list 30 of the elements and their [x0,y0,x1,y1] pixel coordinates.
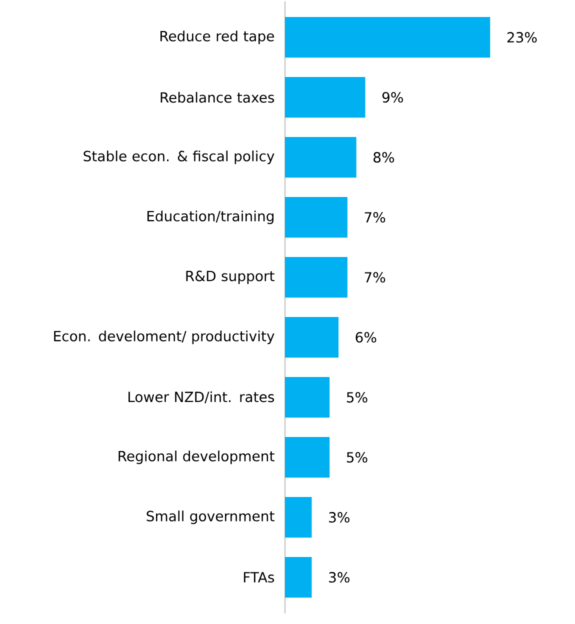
data-label: 7% [364,212,386,223]
bar [284,317,339,358]
bar [284,257,348,298]
data-label: 3% [329,512,350,523]
y-tick-label: R&D support [186,270,274,284]
y-tick-label: Small government [146,510,274,524]
bar [284,377,330,418]
y-tick-label: Rebalance taxes [160,92,274,103]
y-tick-label: Econ. develoment/ productivity [54,330,274,344]
data-label: 23% [507,32,537,43]
data-label: 8% [374,152,394,163]
bar [284,77,366,118]
data-label: 7% [364,272,386,283]
bar [284,497,312,538]
bar [284,137,356,178]
y-tick-label: Reduce red tape [160,30,274,44]
y-tick-label: Lower NZD/int. rates [128,391,274,404]
y-tick-label: Regional development [118,450,274,464]
bar [284,557,312,598]
bar [284,17,490,58]
data-label: 5% [346,452,368,463]
bar [284,437,330,478]
data-label: 9% [382,92,403,103]
data-label: 3% [329,572,350,583]
y-tick-label: FTAs [244,572,274,583]
y-tick-label: Stable econ. & fiscal policy [84,150,274,164]
data-label: 6% [356,332,376,343]
y-tick-label: Education/training [147,210,274,224]
bar [284,197,348,238]
data-label: 5% [346,392,368,403]
